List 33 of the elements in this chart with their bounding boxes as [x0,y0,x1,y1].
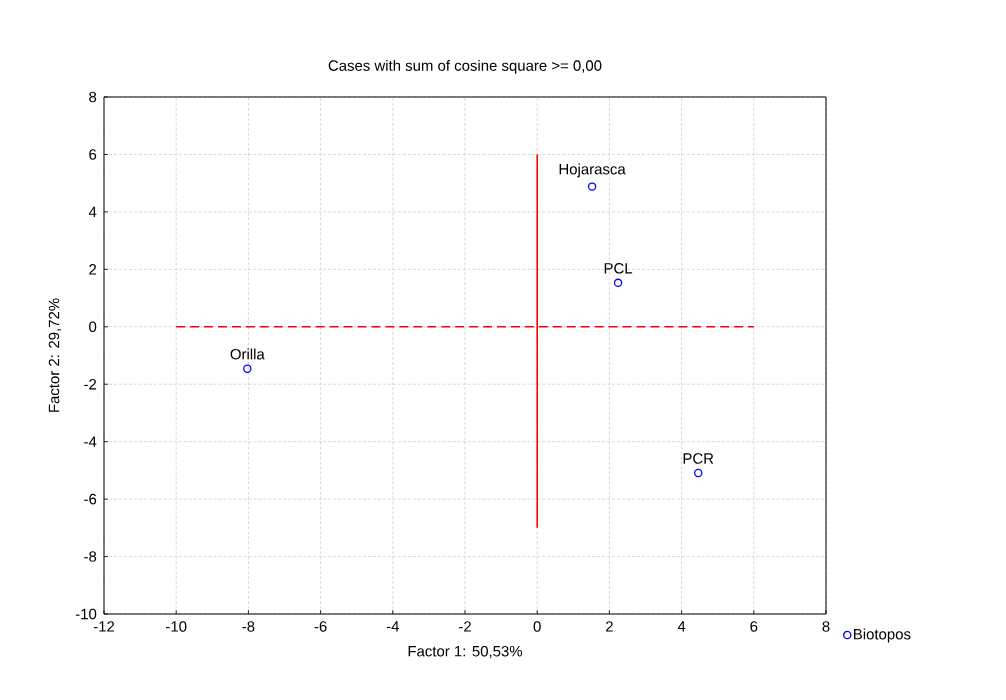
x-tick-label: 6 [750,621,758,632]
y-tick-label: 2 [89,264,97,275]
x-axis-title: Factor 1: 50,53% [408,645,523,659]
x-tick-label: 0 [533,621,541,632]
annotation: PCR [683,453,714,464]
point [587,182,597,191]
annotation: PCL [604,263,633,274]
x-tick-label: 8 [822,621,830,632]
y-axis-title: Factor 2: 29,72% [48,298,62,412]
x-tick-label: -8 [242,621,255,632]
x-tick-label: 4 [677,621,686,632]
y-tick-label: -2 [84,379,97,390]
y-tick-label: 6 [89,149,97,160]
y-tick-label: -6 [84,493,97,505]
annotation: Orilla [230,348,265,360]
y-tick-label: 0 [89,321,97,333]
x-tick-label: -10 [166,621,187,632]
y-tick-label: 4 [88,206,97,218]
chart-title: Cases with sum of cosine square >= 0,00 [328,59,602,74]
point [613,278,623,288]
x-tick-label: -4 [386,621,400,632]
y-tick-label: 8 [89,91,97,103]
point [693,468,703,478]
x-tick-label: -2 [459,621,471,632]
annotation: Hojarasca [559,163,626,178]
x-tick-label: -6 [314,621,327,632]
y-tick-label: -4 [84,436,97,447]
y-tick-label: -8 [84,551,97,562]
x-tick-label: -12 [93,621,115,632]
point [243,364,252,373]
legend-label: Biotopos [854,628,911,643]
y-tick-label: -10 [75,608,97,620]
x-tick-label: 2 [606,621,613,632]
